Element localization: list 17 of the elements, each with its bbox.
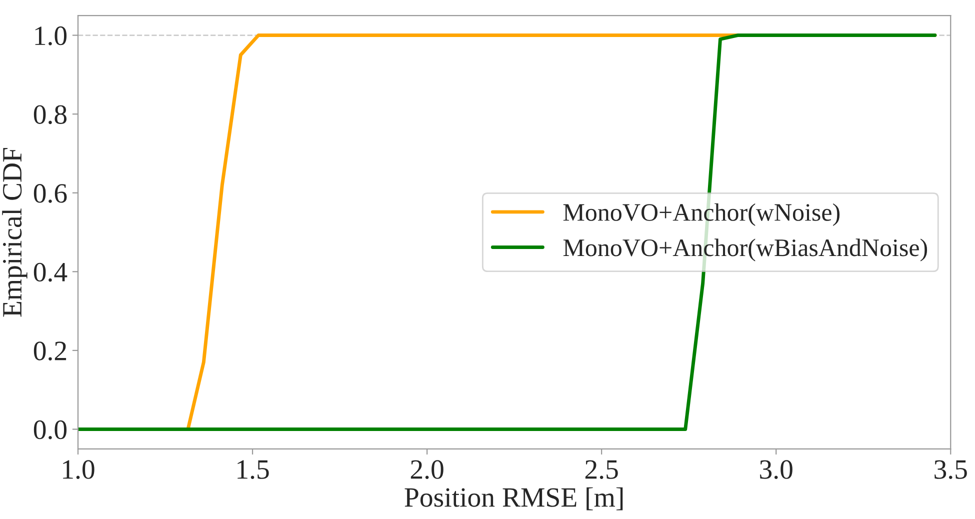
y-tick-label: 0.2 bbox=[34, 342, 66, 360]
x-tick-label: 1.5 bbox=[238, 460, 269, 480]
x-tick-label: 3.0 bbox=[760, 460, 792, 480]
y-tick-label: 0.6 bbox=[34, 184, 67, 203]
y-tick-label: 0.4 bbox=[34, 262, 68, 282]
y-tick-label: 0.8 bbox=[34, 105, 67, 124]
y-tick-label: 1.0 bbox=[35, 26, 67, 46]
x-axis-title: Position RMSE [m] bbox=[404, 487, 623, 510]
line-series bbox=[78, 34, 937, 431]
x-tick-label: 1.0 bbox=[63, 460, 94, 480]
y-tick-label: 0.0 bbox=[34, 420, 67, 440]
legend-label: MonoVO+Anchor(wBiasAndNoise) bbox=[563, 238, 928, 262]
x-tick-label: 2.0 bbox=[410, 460, 444, 480]
x-tick-label: 2.5 bbox=[585, 460, 618, 480]
x-tick-label: 3.5 bbox=[934, 460, 967, 480]
y-axis-title: Empirical CDF bbox=[2, 148, 28, 317]
legend-label: MonoVO+Anchor(wNoise) bbox=[563, 203, 840, 226]
